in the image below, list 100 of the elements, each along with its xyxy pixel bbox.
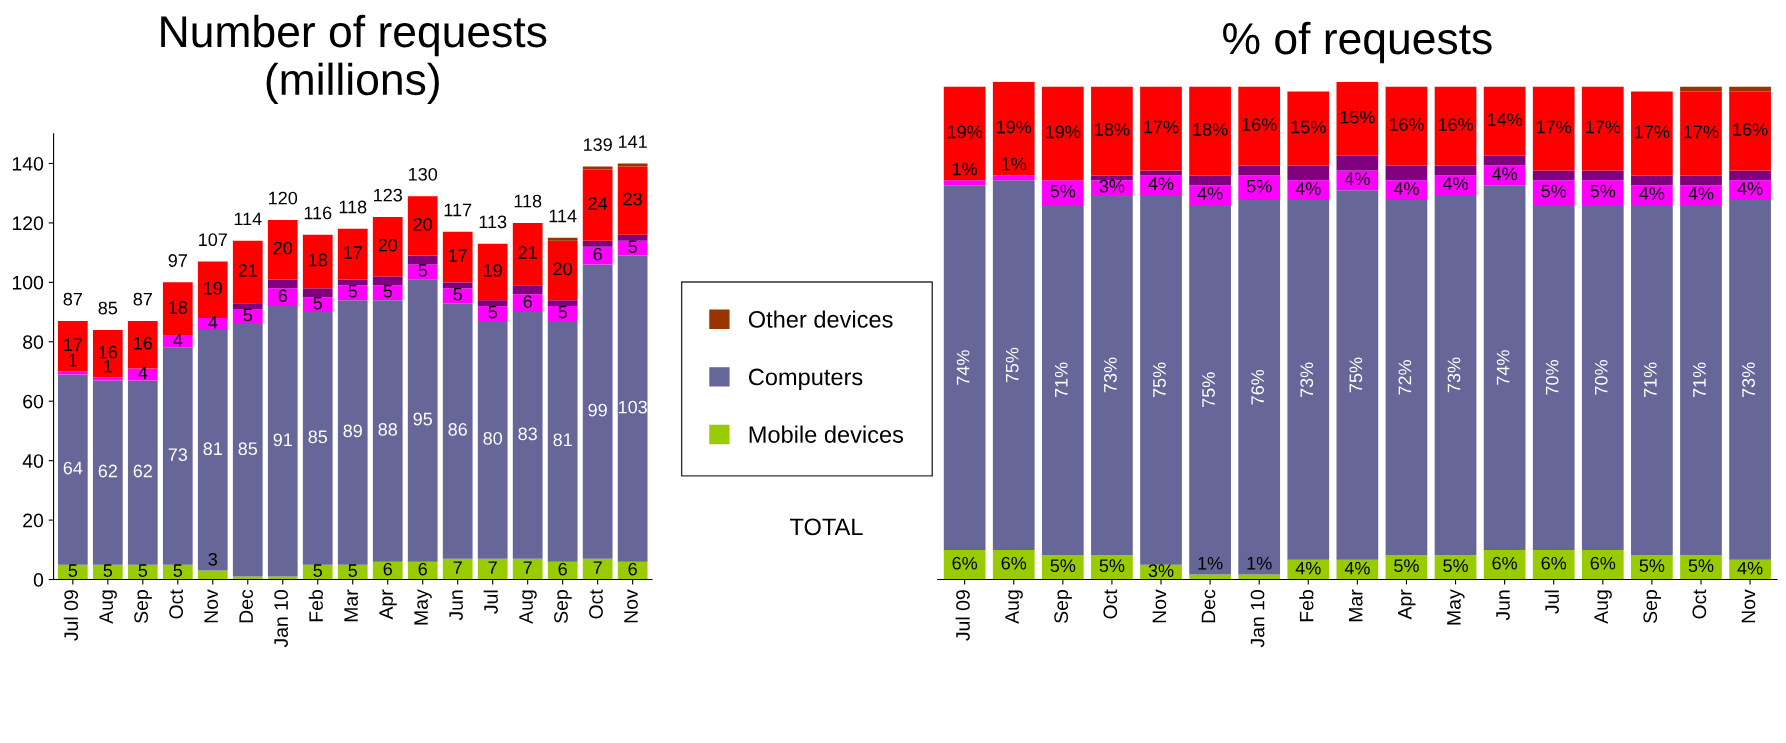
data-label: 4%: [1197, 187, 1223, 200]
data-label: 20: [413, 217, 433, 231]
data-label: 4%: [1688, 187, 1714, 200]
data-label: 15%: [1340, 110, 1375, 124]
total-label: 120: [269, 191, 298, 205]
data-label: 75%: [1202, 372, 1215, 407]
bar: [162, 282, 193, 336]
bar: [1336, 190, 1379, 560]
y-tick-label: 120: [12, 216, 44, 231]
data-label: 5: [243, 308, 253, 322]
bar: [1336, 170, 1379, 191]
x-tick-label: Sep: [134, 590, 152, 623]
bar: [127, 380, 158, 565]
bar: [1091, 195, 1133, 555]
bar: [197, 318, 228, 330]
data-label: 19%: [997, 120, 1032, 134]
chart-title: Number of requests (millions): [161, 14, 547, 105]
data-label: 18%: [1095, 123, 1130, 136]
bar: [547, 306, 578, 321]
x-tick-label: Jul 09: [955, 590, 970, 641]
data-label: 5%: [1639, 559, 1665, 573]
x-tick-label: Oct: [1692, 589, 1707, 619]
bar: [1532, 549, 1575, 580]
data-label: 6%: [1001, 556, 1027, 570]
x-tick-label: Oct: [589, 589, 603, 619]
data-label: 4%: [1344, 561, 1370, 575]
data-label: 6: [523, 295, 532, 308]
bar: [1385, 200, 1428, 555]
x-tick-label: Nov: [1152, 589, 1167, 623]
bar: [337, 279, 368, 286]
data-label: 75%: [1349, 357, 1363, 393]
data-label: 4%: [1295, 182, 1321, 195]
bar: [372, 216, 403, 277]
bar: [1434, 195, 1477, 555]
bar: [1336, 155, 1379, 171]
data-label: 99: [588, 403, 607, 417]
data-label: 81: [203, 442, 222, 456]
bar: [477, 243, 508, 301]
y-tick-label: 40: [22, 454, 44, 468]
x-tick-label: Sep: [1054, 590, 1072, 623]
data-label: 1: [69, 353, 77, 367]
bar: [477, 558, 508, 580]
total-label: 107: [199, 233, 227, 247]
chart-title: % of requests: [1223, 21, 1492, 64]
y-tick-label: 60: [23, 394, 44, 409]
data-label: 75%: [1153, 362, 1166, 398]
bar: [1434, 165, 1477, 176]
data-label: 20: [273, 241, 293, 255]
data-label: 17%: [1684, 125, 1719, 139]
data-label: 15%: [1291, 120, 1326, 134]
x-tick-label: Aug: [1005, 590, 1023, 624]
data-label: 6: [278, 289, 287, 303]
x-tick-label: Jul: [483, 590, 498, 614]
data-label: 103: [618, 400, 647, 414]
data-label: 19%: [1046, 125, 1081, 139]
bar: [1140, 175, 1182, 196]
data-label: 64: [63, 461, 83, 475]
bar: [1041, 204, 1084, 555]
data-label: 17: [344, 246, 362, 259]
bar: [512, 294, 543, 313]
data-label: 16%: [1389, 118, 1424, 131]
data-label: 5: [453, 287, 462, 301]
data-label: 4%: [1491, 167, 1518, 181]
bar: [302, 288, 333, 298]
data-label: 72%: [1398, 360, 1412, 395]
bar: [162, 347, 193, 565]
data-label: 6%: [952, 556, 978, 570]
legend-label: Computers: [748, 368, 863, 390]
total-label: 141: [618, 135, 647, 148]
bar: [407, 196, 438, 256]
data-label: 16%: [1242, 118, 1277, 131]
bar: [337, 300, 368, 565]
data-label: 6: [593, 247, 602, 261]
data-label: 95: [413, 412, 432, 426]
bar: [232, 303, 263, 310]
data-label: 5: [103, 564, 113, 577]
bar: [1581, 170, 1624, 181]
data-label: 6: [558, 562, 567, 576]
bar: [477, 306, 508, 321]
bar: [547, 240, 578, 301]
bar: [372, 276, 403, 286]
bar: [1680, 175, 1722, 186]
bar: [1238, 86, 1281, 166]
bar: [1238, 175, 1281, 201]
bar: [1041, 180, 1084, 205]
data-label: 74%: [956, 350, 970, 385]
data-label: 5: [313, 296, 323, 310]
data-label: 5%: [1590, 184, 1616, 198]
bar: [1189, 86, 1231, 176]
bar: [92, 377, 123, 381]
total-label: 139: [583, 138, 612, 151]
bar: [1581, 180, 1624, 205]
bar: [992, 549, 1035, 580]
bar: [547, 300, 578, 307]
bar: [442, 303, 473, 559]
data-label: 5: [488, 305, 497, 319]
total-label: 87: [133, 292, 152, 306]
bar: [512, 312, 543, 559]
x-tick-label: Feb: [1299, 590, 1314, 622]
x-tick-label: Nov: [204, 589, 218, 623]
